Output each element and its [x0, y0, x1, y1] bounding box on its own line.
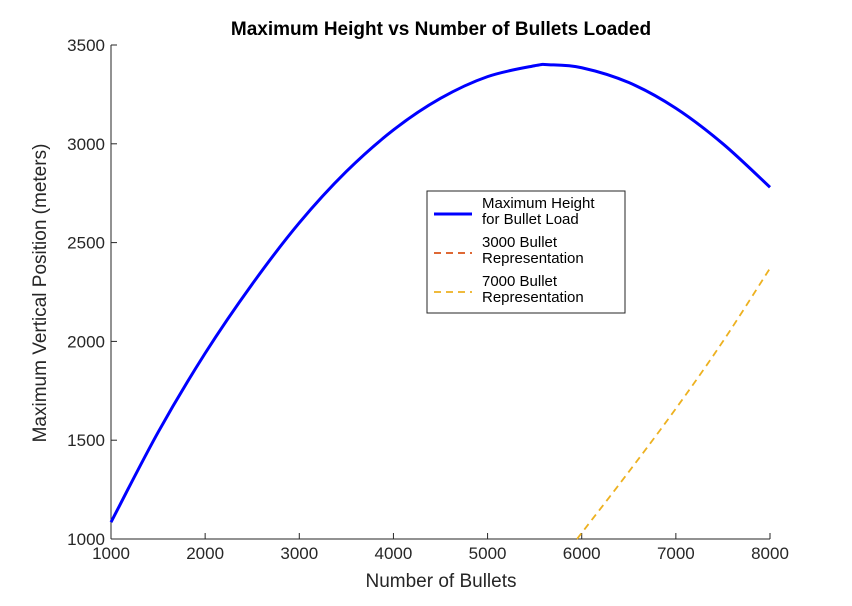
y-axis-label: Maximum Vertical Position (meters) — [30, 144, 51, 443]
legend-entry-label: Representation — [482, 250, 584, 267]
x-tick-label: 7000 — [657, 544, 695, 563]
x-tick-label: 1000 — [92, 544, 130, 563]
legend-entry-label: Representation — [482, 289, 584, 306]
x-axis-label: Number of Bullets — [365, 571, 516, 592]
legend-entry-label: Maximum Height — [482, 195, 595, 212]
x-tick-label: 2000 — [186, 544, 224, 563]
x-tick-label: 4000 — [375, 544, 413, 563]
y-tick-label: 1000 — [67, 530, 105, 549]
y-tick-label: 3500 — [67, 36, 105, 55]
legend-entry-label: for Bullet Load — [482, 211, 579, 228]
legend-entry-label: 3000 Bullet — [482, 234, 558, 251]
x-tick-label: 5000 — [469, 544, 507, 563]
y-tick-label: 3000 — [67, 135, 105, 154]
y-tick-label: 2500 — [67, 234, 105, 253]
y-tick-label: 2000 — [67, 332, 105, 351]
chart-title: Maximum Height vs Number of Bullets Load… — [231, 19, 651, 40]
legend-entry-label: 7000 Bullet — [482, 273, 558, 290]
x-tick-label: 8000 — [751, 544, 789, 563]
x-tick-label: 3000 — [280, 544, 318, 563]
series-line-0 — [109, 62, 772, 523]
y-tick-label: 1500 — [67, 431, 105, 450]
x-tick-label: 6000 — [563, 544, 601, 563]
